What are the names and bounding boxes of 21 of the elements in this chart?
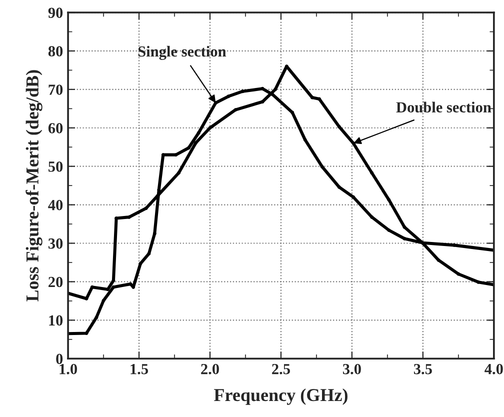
x-tick-label: 2.5 bbox=[272, 364, 290, 374]
y-tick-label: 40 bbox=[48, 200, 63, 210]
y-tick-label: 0 bbox=[56, 354, 63, 364]
annotation: Double section bbox=[396, 102, 492, 113]
x-tick-label: 3.0 bbox=[342, 364, 361, 374]
y-tick-label: 30 bbox=[48, 238, 63, 249]
y-tick-label: 60 bbox=[48, 123, 63, 134]
y-tick-label: 20 bbox=[48, 276, 63, 288]
y-tick-label: 90 bbox=[48, 8, 63, 18]
annotation: Single section bbox=[138, 46, 226, 60]
x-tick-label: 2.0 bbox=[201, 364, 219, 374]
x-tick-label: 1.0 bbox=[60, 364, 78, 374]
y-tick-label: 50 bbox=[48, 161, 63, 172]
y-tick-label: 80 bbox=[48, 46, 63, 56]
x-tick-label: 1.5 bbox=[130, 364, 148, 374]
x-axis-title: Frequency (GHz) bbox=[214, 388, 348, 405]
y-tick-label: 70 bbox=[48, 84, 63, 95]
y-tick-label: 10 bbox=[49, 315, 63, 326]
x-tick-label: 4.0 bbox=[484, 364, 503, 374]
x-tick-label: 3.5 bbox=[414, 364, 432, 374]
y-axis-title: Loss Figure-of-Merit (deg/dB) bbox=[26, 70, 42, 302]
